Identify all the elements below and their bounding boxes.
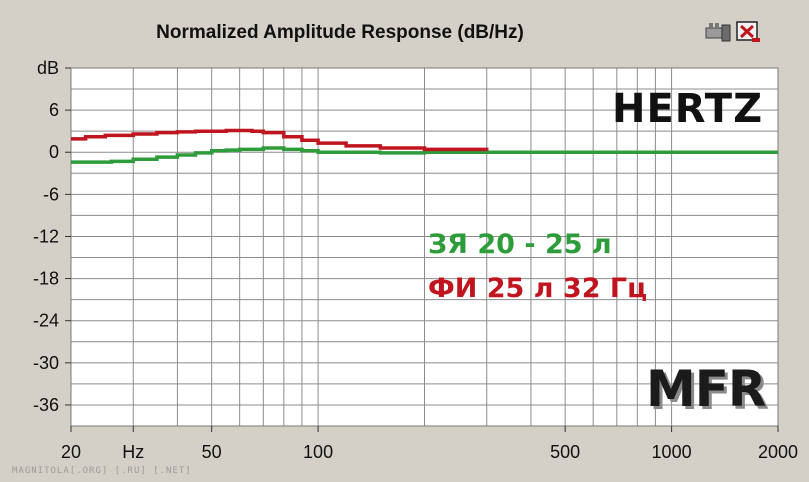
y-tick-label: dB [37,58,59,78]
speaker-icon[interactable] [704,20,732,44]
brand-label: HERTZ [612,86,764,132]
x-tick-label: 50 [202,442,222,462]
y-tick-label: -36 [33,395,59,415]
x-tick-label: 2000 [758,442,798,462]
x-tick-label: 20 [61,442,81,462]
close-app-icon[interactable] [734,20,762,44]
y-tick-label: -6 [43,184,59,204]
x-tick-label: 100 [303,442,333,462]
plot-border [70,67,779,427]
mfr-label: MFR [646,360,766,418]
chart-title: Normalized Amplitude Response (dB/Hz) [156,22,524,43]
legend-red-series: ФИ 25 л 32 Гц [428,273,648,304]
watermark: MAGNITOLA[.ORG] [.RU] [.NET] [12,466,192,476]
series-line-green [71,146,778,164]
y-tick-label: -30 [33,353,59,373]
y-tick-label: -12 [33,226,59,246]
toolbar [700,18,770,48]
y-tick-label: -18 [33,269,59,289]
x-tick-label: 1000 [652,442,692,462]
x-tick-label: Hz [122,442,144,462]
y-tick-label: 6 [49,100,59,120]
legend-green-series: ЗЯ 20 - 25 л [428,229,612,260]
y-tick-label: 0 [49,142,59,162]
x-tick-label: 500 [550,442,580,462]
series-line-red [71,128,489,152]
y-tick-label: -24 [33,311,59,331]
